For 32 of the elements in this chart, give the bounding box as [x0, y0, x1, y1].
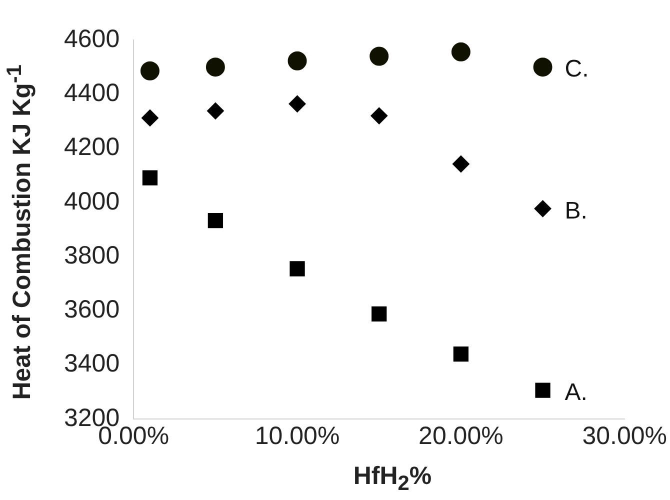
y-tick-label: 4200: [64, 133, 120, 162]
point: [206, 58, 225, 77]
point: [288, 51, 307, 70]
point: [370, 107, 388, 124]
y-tick-label: 3800: [64, 241, 120, 270]
point: [533, 58, 552, 77]
point: [141, 109, 158, 126]
point: [370, 46, 389, 66]
point: [142, 170, 158, 186]
point: [290, 261, 305, 276]
point: [451, 42, 470, 62]
series-label: B.: [564, 197, 588, 224]
y-tick-label: 3400: [64, 350, 120, 378]
point: [208, 212, 224, 228]
x-tick-label: 10.00%: [254, 422, 340, 450]
point: [535, 382, 550, 398]
y-tick-label: 4600: [64, 24, 120, 53]
point: [534, 200, 552, 218]
y-tick-label: 4400: [64, 79, 120, 108]
point: [288, 95, 306, 112]
point: [206, 102, 224, 120]
point: [452, 155, 470, 172]
y-tick-label: 3600: [64, 296, 120, 324]
x-tick-label: 30.00%: [582, 422, 668, 450]
x-axis-title: HfH$_{2}$%: [352, 462, 433, 496]
y-tick-label: 4000: [64, 187, 120, 216]
x-tick-label: 20.00%: [418, 422, 504, 450]
point: [372, 306, 387, 322]
point: [140, 61, 160, 80]
series-label: A.: [564, 378, 588, 406]
series-label: C.: [564, 56, 589, 83]
point: [453, 346, 469, 362]
